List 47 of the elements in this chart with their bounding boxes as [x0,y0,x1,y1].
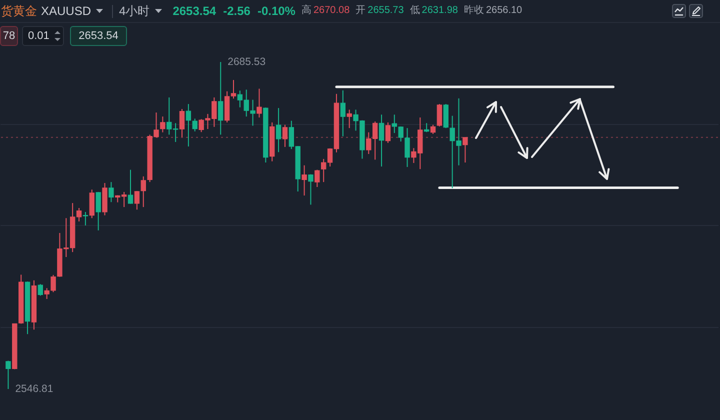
candlestick [302,164,307,196]
candlestick [6,360,11,390]
text: -2.56 [223,4,250,18]
text: -0.10% [257,4,296,18]
candlestick [140,176,146,208]
text: 昨收 [464,4,484,18]
candlestick [186,104,192,147]
candlestick [128,169,134,204]
annotation: 2546.81 [15,383,54,395]
text: 低 [410,4,420,18]
text: 2670.08 [313,4,350,18]
candlestick [346,109,352,129]
text: 高 [301,4,312,18]
input-field: 0.01 [22,26,64,46]
text: 开 [356,4,366,18]
chart-title: 货黄金 [1,4,37,18]
candlestick [96,191,101,231]
candlestick [82,211,88,226]
candlestick [89,189,94,219]
text: 2653.54 [172,4,216,18]
candlestick [218,62,224,136]
candlestick [276,108,282,153]
candlestick [340,90,346,137]
annotation: 2685.53 [228,56,266,68]
chart-subtitle: XAUUSD [41,4,92,18]
candlestick [430,124,436,134]
price-box: 2653.54 [70,26,127,46]
candlestick [436,104,442,127]
candlestick [308,174,314,206]
text: 2656.10 [486,4,522,18]
candlestick [134,190,140,210]
candlestick [108,182,114,203]
text: 2655.73 [368,4,404,18]
text: 2631.98 [422,4,458,18]
price-box: 78 [0,26,18,46]
candlestick [385,122,391,144]
candlestick [314,169,320,188]
candlestick [256,88,262,118]
candlestick [443,104,448,129]
candlestick [462,136,468,163]
candlestick [179,108,185,138]
text: 4小时 [119,4,150,18]
candlestick [378,114,384,167]
candlestick [38,284,43,296]
candlestick [282,124,288,148]
candlestick [160,116,166,133]
candlestick [192,118,198,132]
